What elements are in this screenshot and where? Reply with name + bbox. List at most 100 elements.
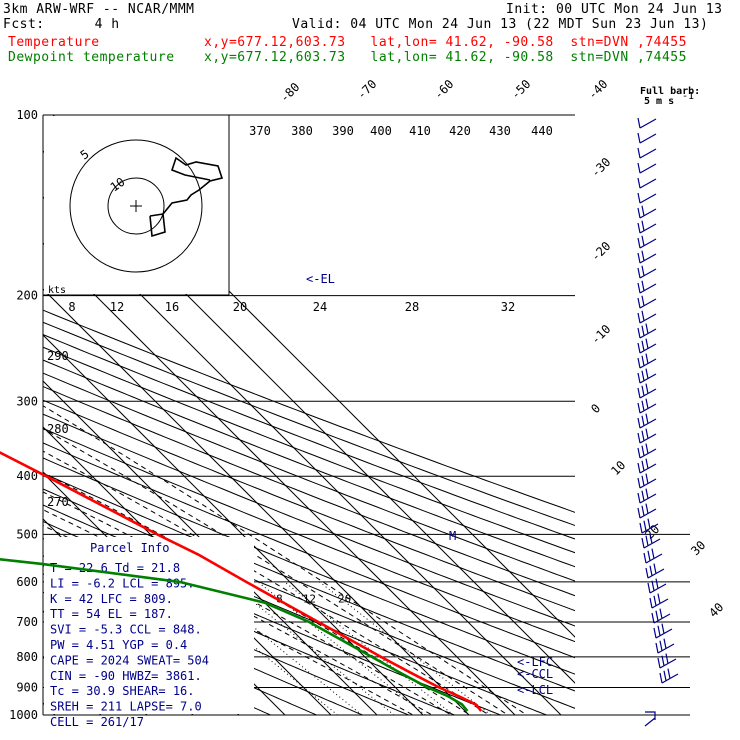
wind-barb [637, 353, 657, 369]
hodograph [43, 115, 230, 296]
parcel-info-title: Parcel Info [90, 541, 169, 555]
forecast-hour: Fcst: 4 h [3, 17, 120, 32]
wind-barb [637, 488, 657, 504]
dry-adiabat [43, 372, 575, 582]
theta-label: 380 [291, 124, 313, 138]
wind-barb [639, 518, 659, 534]
speed-tick-label: 8 [68, 300, 75, 314]
pressure-tick-label: 200 [16, 289, 38, 303]
wind-barb [637, 205, 657, 219]
theta-label-left: 290 [47, 349, 69, 363]
wind-barb [641, 533, 661, 549]
barb-legend-label: Full barb: [640, 86, 700, 97]
wind-barb [657, 653, 677, 669]
wind-barb [637, 428, 657, 444]
wind-barb [637, 192, 657, 204]
theta-label: 400 [370, 124, 392, 138]
barb-legend-unit-exponent: -1 [682, 91, 694, 102]
wind-barb [637, 398, 657, 414]
wind-barb [637, 323, 657, 339]
wind-barb [637, 250, 657, 264]
dry-adiabat [43, 385, 575, 597]
isotherm-label: 30 [688, 538, 708, 558]
dry-adiabat [43, 334, 575, 540]
series-line-temperature [0, 451, 483, 712]
dry-adiabat [43, 442, 575, 659]
isotherm-line [43, 242, 516, 715]
level-marker: <-LFC [517, 655, 553, 669]
wind-barb [637, 473, 657, 489]
level-marker: <-CCL [517, 667, 553, 681]
isotherm-label: 0 [588, 401, 603, 416]
hodograph-unit-label: kts [48, 285, 66, 296]
parcel-info-row: K = 42 LFC = 809. [50, 592, 173, 606]
parcel-info-row: CIN = -90 HWBZ= 3861. [50, 669, 202, 683]
dry-adiabat [43, 413, 575, 627]
wind-barb [637, 132, 657, 144]
valid-time: Valid: 04 UTC Mon 24 Jun 13 (22 MDT Sun … [292, 17, 709, 32]
hodograph-ring-label: 10 [108, 175, 128, 195]
theta-label: 390 [332, 124, 354, 138]
wind-barb [637, 162, 657, 174]
wind-barb-surface [644, 711, 656, 727]
wind-barb [655, 638, 675, 654]
wind-barb [637, 338, 657, 354]
theta-label: 430 [489, 124, 511, 138]
dry-adiabat [43, 321, 575, 527]
hodograph-trace [149, 156, 224, 238]
wind-barb [637, 177, 657, 189]
speed-tick-label: 20 [233, 300, 247, 314]
isotherm-line [0, 115, 9, 715]
isotherm-label: -50 [508, 77, 533, 102]
wind-barb [651, 608, 671, 624]
isotherm-line [43, 288, 470, 715]
theta-label: 370 [249, 124, 271, 138]
pressure-tick-label: 900 [16, 681, 38, 695]
mixing-ratio-label: 20 [338, 593, 351, 606]
wind-barb [647, 578, 667, 594]
dry-adiabat [43, 399, 575, 612]
pressure-tick-label: 1000 [9, 708, 38, 722]
isotherm-label: -80 [277, 80, 302, 105]
speed-tick-label: 16 [165, 300, 179, 314]
wind-barb [637, 503, 657, 519]
wind-barb [637, 383, 657, 399]
dry-adiabat [43, 472, 575, 692]
isotherm-label: -10 [588, 322, 613, 347]
pressure-tick-label: 400 [16, 469, 38, 483]
hodograph-ring [107, 177, 165, 235]
wind-barb [637, 295, 657, 309]
speed-tick-label: 24 [313, 300, 327, 314]
wind-barb [645, 563, 665, 579]
pressure-tick-label: 100 [16, 108, 38, 122]
isotherm-label: -60 [431, 77, 456, 102]
dry-adiabat [43, 457, 575, 675]
theta-label: 440 [531, 124, 553, 138]
legend-dewpoint-info: x,y=677.12,603.73 lat,lon= 41.62, -90.58… [204, 50, 687, 65]
wind-barb [637, 117, 657, 129]
wind-barb [653, 623, 673, 639]
series-line-dewpoint [0, 557, 469, 712]
dry-adiabat [43, 309, 575, 513]
parcel-info-row: CAPE = 2024 SWEAT= 504 [50, 653, 209, 667]
level-marker: <-LCL [517, 683, 553, 697]
isotherm-label: -30 [588, 155, 613, 180]
isotherm-line [43, 334, 424, 715]
dry-adiabat [43, 427, 575, 643]
wind-barb [637, 220, 657, 234]
parcel-info-row: LI = -6.2 LCL = 895. [50, 576, 195, 590]
pressure-tick-label: 700 [16, 615, 38, 629]
mixing-ratio-line [319, 581, 492, 715]
wind-barb [637, 458, 657, 474]
legend-dewpoint-name: Dewpoint temperature [8, 50, 175, 65]
wind-barb [637, 265, 657, 279]
dry-adiabat [43, 573, 364, 715]
wind-barb [637, 280, 657, 294]
speed-tick-label: 12 [110, 300, 124, 314]
wind-barb [649, 593, 669, 609]
wind-barb [637, 235, 657, 249]
wind-barb [637, 368, 657, 384]
isotherm-label: -20 [588, 239, 613, 264]
init-time: Init: 00 UTC Mon 24 Jun 13 [506, 2, 723, 17]
parcel-info-row: SVI = -5.3 CCL = 848. [50, 623, 202, 637]
